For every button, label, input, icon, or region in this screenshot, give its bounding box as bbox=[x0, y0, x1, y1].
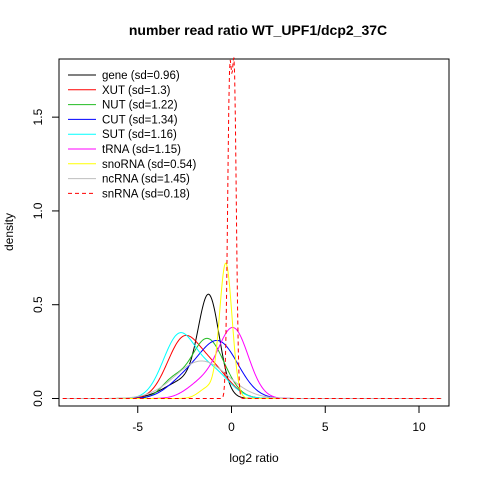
y-tick-label: 1.5 bbox=[31, 108, 45, 125]
y-tick-label: 1.0 bbox=[31, 202, 45, 219]
legend-label-5: tRNA (sd=1.15) bbox=[102, 144, 181, 156]
legend: gene (sd=0.96) XUT (sd=1.3) NUT (sd=1.22) C… bbox=[68, 70, 196, 200]
chart-title: number read ratio WT_UPF1/dcp2_37C bbox=[129, 22, 387, 38]
legend-label-3: CUT (sd=1.34) bbox=[102, 114, 178, 126]
x-tick-label: -5 bbox=[132, 420, 143, 434]
legend-label-8: snRNA (sd=0.18) bbox=[102, 188, 190, 200]
legend-label-0: gene (sd=0.96) bbox=[102, 70, 180, 82]
legend-label-6: snoRNA (sd=0.54) bbox=[102, 159, 196, 171]
series-line-6 bbox=[62, 262, 442, 399]
legend-label-4: SUT (sd=1.16) bbox=[102, 129, 177, 141]
series-line-2 bbox=[62, 337, 442, 399]
legend-label-1: XUT (sd=1.3) bbox=[102, 85, 171, 97]
x-tick-label: 10 bbox=[412, 420, 426, 434]
y-axis-label: density bbox=[2, 213, 16, 251]
series-line-7 bbox=[62, 360, 442, 399]
series-line-8 bbox=[62, 57, 442, 399]
x-axis-label: log2 ratio bbox=[229, 451, 279, 465]
series-line-0 bbox=[62, 293, 442, 399]
series-line-5 bbox=[62, 326, 442, 399]
series-layer bbox=[62, 57, 442, 399]
y-axis: 0.0 0.5 1.0 1.5 bbox=[31, 108, 60, 407]
x-axis: -5 0 5 10 bbox=[132, 405, 426, 434]
x-tick-label: 5 bbox=[322, 420, 329, 434]
x-tick-label: 0 bbox=[228, 420, 235, 434]
legend-label-7: ncRNA (sd=1.45) bbox=[102, 174, 190, 186]
y-tick-label: 0.5 bbox=[31, 296, 45, 313]
series-line-3 bbox=[62, 339, 442, 399]
legend-label-2: NUT (sd=1.22) bbox=[102, 100, 178, 112]
y-tick-label: 0.0 bbox=[31, 390, 45, 407]
